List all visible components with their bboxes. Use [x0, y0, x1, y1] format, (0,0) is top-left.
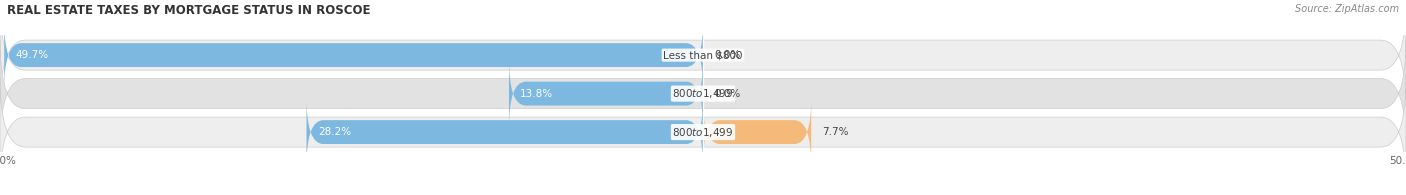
Text: Source: ZipAtlas.com: Source: ZipAtlas.com — [1295, 4, 1399, 14]
FancyBboxPatch shape — [0, 39, 1406, 148]
Text: Less than $800: Less than $800 — [664, 50, 742, 60]
Text: 7.7%: 7.7% — [823, 127, 849, 137]
Text: 0.0%: 0.0% — [714, 89, 741, 99]
FancyBboxPatch shape — [0, 78, 1406, 186]
FancyBboxPatch shape — [0, 1, 1406, 109]
FancyBboxPatch shape — [4, 21, 703, 89]
Text: $800 to $1,499: $800 to $1,499 — [672, 126, 734, 139]
FancyBboxPatch shape — [703, 98, 811, 166]
Text: 28.2%: 28.2% — [318, 127, 352, 137]
Text: $800 to $1,499: $800 to $1,499 — [672, 87, 734, 100]
Text: 0.0%: 0.0% — [714, 50, 741, 60]
Text: 49.7%: 49.7% — [15, 50, 49, 60]
FancyBboxPatch shape — [509, 59, 703, 128]
FancyBboxPatch shape — [307, 98, 703, 166]
Text: 13.8%: 13.8% — [520, 89, 554, 99]
Text: REAL ESTATE TAXES BY MORTGAGE STATUS IN ROSCOE: REAL ESTATE TAXES BY MORTGAGE STATUS IN … — [7, 4, 371, 17]
